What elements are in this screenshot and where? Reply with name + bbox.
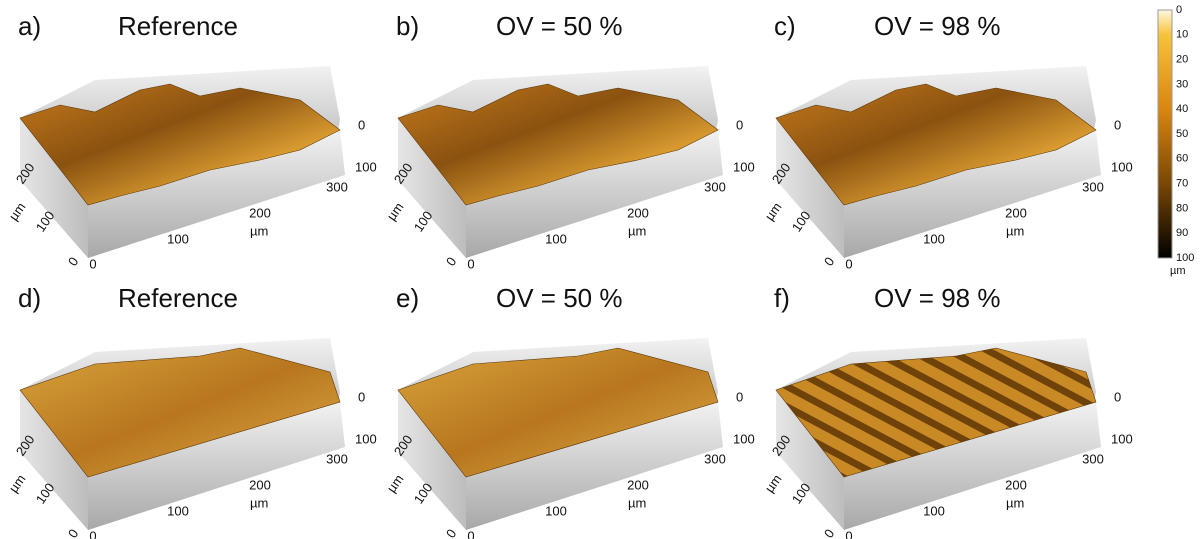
x-tick-label: 200 [1005,205,1027,220]
x-tick-label: 0 [467,528,474,539]
y-tick-label: 0 [65,526,81,539]
z-tick-label: 0 [1114,389,1121,404]
colorbar-tick-label: 100 [1176,252,1194,264]
panel-label: b) [396,11,419,41]
z-tick-label: 100 [355,159,377,174]
x-axis-unit: µm [628,223,646,238]
colorbar-tick-label: 20 [1176,54,1188,66]
colorbar-unit: µm [1170,265,1186,277]
panel-label: a) [18,11,41,41]
x-tick-label: 0 [89,528,96,539]
colorbar-tick-label: 30 [1176,78,1188,90]
panel-title: OV = 50 % [496,11,622,41]
panel-title: Reference [118,11,238,41]
colorbar-tick-label: 80 [1176,202,1188,214]
x-axis-unit: µm [250,495,268,510]
x-axis-unit: µm [628,495,646,510]
z-tick-label: 0 [736,389,743,404]
y-axis-unit: µm [384,472,407,496]
y-axis-unit: µm [6,200,29,224]
x-tick-label: 200 [627,205,649,220]
z-tick-label: 100 [733,431,755,446]
panel-title: OV = 98 % [874,11,1000,41]
x-tick-label: 300 [1082,179,1104,194]
z-tick-label: 100 [1111,159,1133,174]
panel-label: c) [774,11,796,41]
colorbar-tick-label: 50 [1176,128,1188,140]
x-tick-label: 200 [249,477,271,492]
panel-title: OV = 50 % [496,283,622,313]
x-tick-label: 300 [326,179,348,194]
y-axis-unit: µm [384,200,407,224]
z-tick-label: 0 [358,389,365,404]
x-tick-label: 200 [249,205,271,220]
x-tick-label: 100 [167,231,189,246]
colorbar-tick-label: 90 [1176,227,1188,239]
colorbar-tick-label: 70 [1176,178,1188,190]
y-tick-label: 0 [65,254,81,269]
x-tick-label: 100 [545,231,567,246]
x-tick-label: 300 [1082,451,1104,466]
z-tick-label: 100 [1111,431,1133,446]
x-tick-label: 0 [845,256,852,271]
colorbar-tick-label: 10 [1176,29,1188,41]
x-tick-label: 200 [1005,477,1027,492]
panel-label: f) [774,283,790,313]
panel: b)OV = 50 %0100200300µm0100200µm0100 [384,11,755,272]
y-tick-label: 0 [821,526,837,539]
z-tick-label: 0 [1114,117,1121,132]
x-tick-label: 0 [89,256,96,271]
y-tick-label: 0 [443,254,459,269]
y-axis-unit: µm [6,472,29,496]
x-tick-label: 300 [704,179,726,194]
panel-label: d) [18,283,41,313]
colorbar-tick-label: 0 [1176,4,1182,16]
y-axis-unit: µm [762,472,785,496]
y-tick-label: 0 [821,254,837,269]
x-tick-label: 100 [923,231,945,246]
y-axis-unit: µm [762,200,785,224]
z-tick-label: 0 [358,117,365,132]
x-tick-label: 300 [704,451,726,466]
x-tick-label: 100 [545,503,567,518]
colorbar-tick-label: 60 [1176,153,1188,165]
panel-title: OV = 98 % [874,283,1000,313]
y-tick-label: 0 [443,526,459,539]
z-tick-label: 0 [736,117,743,132]
panel-title: Reference [118,283,238,313]
x-tick-label: 100 [923,503,945,518]
x-tick-label: 200 [627,477,649,492]
colorbar-tick-label: 40 [1176,103,1188,115]
x-tick-label: 0 [845,528,852,539]
x-axis-unit: µm [250,223,268,238]
z-tick-label: 100 [733,159,755,174]
x-axis-unit: µm [1006,223,1024,238]
colorbar [1158,10,1172,258]
x-axis-unit: µm [1006,495,1024,510]
x-tick-label: 0 [467,256,474,271]
figure: a)Reference0100200300µm0100200µm0100b)OV… [0,0,1200,539]
panel-label: e) [396,283,419,313]
x-tick-label: 100 [167,503,189,518]
x-tick-label: 300 [326,451,348,466]
z-tick-label: 100 [355,431,377,446]
